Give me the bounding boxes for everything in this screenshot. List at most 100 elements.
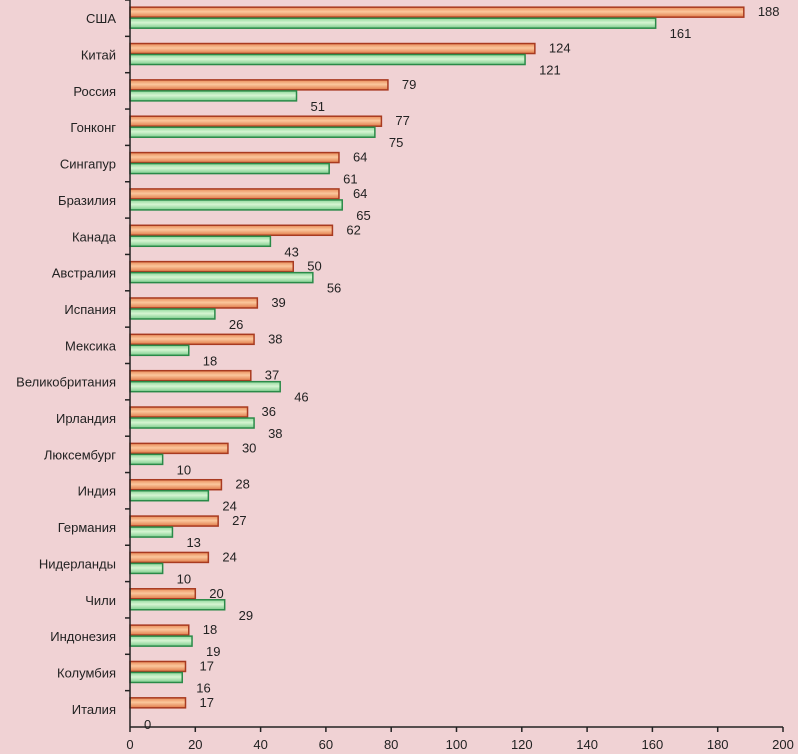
x-tick-label: 100 — [446, 737, 468, 752]
x-tick-label: 80 — [384, 737, 398, 752]
bar-series-orange — [129, 115, 383, 127]
category-label: Великобритания — [16, 375, 116, 390]
category-label: Австралия — [52, 266, 116, 281]
data-label: 188 — [758, 4, 780, 19]
data-label: 26 — [229, 317, 243, 332]
bar-series-green — [129, 526, 174, 538]
data-label: 79 — [402, 77, 416, 92]
data-label: 27 — [232, 513, 246, 528]
bar-series-green — [129, 271, 314, 284]
data-label: 10 — [177, 571, 191, 586]
data-label: 56 — [327, 281, 341, 296]
x-tick-label: 200 — [772, 737, 794, 752]
data-label: 46 — [294, 390, 308, 405]
category-label: Бразилия — [58, 193, 116, 208]
bar-series-orange — [129, 6, 745, 18]
data-label: 18 — [203, 622, 217, 637]
bar-series-orange — [129, 297, 259, 309]
category-label: Индия — [78, 484, 116, 499]
bar-series-green — [129, 126, 376, 138]
bar-series-green — [129, 162, 330, 175]
data-label: 61 — [343, 172, 357, 187]
bar-series-orange — [129, 79, 389, 91]
category-label: Люксембург — [44, 447, 116, 462]
data-label: 75 — [389, 135, 403, 150]
category-label: Чили — [85, 593, 116, 608]
category-label: Россия — [73, 84, 116, 99]
bar-series-orange — [129, 588, 197, 600]
data-label: 20 — [209, 586, 223, 601]
bar-series-green — [129, 635, 193, 647]
x-tick-label: 0 — [126, 737, 133, 752]
bar-series-green — [129, 671, 183, 684]
category-label: Италия — [72, 702, 116, 717]
category-label: Испания — [64, 302, 116, 317]
data-label: 62 — [346, 222, 360, 237]
data-label: 19 — [206, 644, 220, 659]
bar-series-green — [129, 308, 216, 320]
bar-series-orange — [129, 42, 536, 55]
category-label: Сингапур — [60, 157, 116, 172]
data-label: 161 — [670, 26, 692, 41]
bar-series-orange — [129, 224, 334, 237]
bar-series-orange — [129, 478, 223, 491]
bar-series-green — [129, 17, 657, 29]
category-label: Мексика — [65, 338, 117, 353]
x-tick-label: 180 — [707, 737, 729, 752]
bar-series-orange — [129, 697, 187, 709]
data-label: 65 — [356, 208, 370, 223]
data-label: 13 — [186, 535, 200, 550]
data-label: 37 — [265, 368, 279, 383]
x-tick-label: 160 — [642, 737, 664, 752]
bar-series-orange — [129, 624, 190, 636]
category-label: Гонконг — [70, 120, 116, 135]
data-label: 17 — [200, 695, 214, 710]
data-label: 24 — [222, 499, 236, 514]
data-label: 43 — [284, 244, 298, 259]
bar-series-green — [129, 599, 226, 611]
bar-series-orange — [129, 260, 294, 273]
bar-series-green — [129, 53, 526, 66]
bar-series-orange — [129, 188, 340, 200]
data-label: 39 — [271, 295, 285, 310]
category-label: Германия — [58, 520, 116, 535]
bar-series-green — [129, 380, 281, 393]
x-tick-label: 120 — [511, 737, 533, 752]
bar-series-green — [129, 489, 210, 502]
data-label: 38 — [268, 331, 282, 346]
bar-series-orange — [129, 151, 340, 164]
bar-series-orange — [129, 442, 229, 455]
bar-series-green — [129, 453, 164, 466]
bar-series-green — [129, 562, 164, 575]
bar-series-green — [129, 417, 255, 429]
data-label: 24 — [222, 549, 236, 564]
bar-series-green — [129, 344, 190, 357]
data-label: 124 — [549, 41, 571, 56]
data-label: 29 — [239, 608, 253, 623]
data-label: 0 — [144, 717, 151, 732]
bar-series-orange — [129, 369, 252, 382]
category-label: Колумбия — [57, 665, 116, 680]
data-label: 38 — [268, 426, 282, 441]
category-label: Канада — [72, 229, 117, 244]
data-label: 77 — [395, 113, 409, 128]
data-label: 28 — [235, 477, 249, 492]
data-label: 64 — [353, 186, 367, 201]
category-label: Индонезия — [50, 629, 116, 644]
x-tick-label: 140 — [576, 737, 598, 752]
bar-series-orange — [129, 660, 187, 673]
category-label: США — [86, 11, 116, 26]
category-label: Нидерланды — [39, 556, 116, 571]
data-label: 10 — [177, 462, 191, 477]
data-label: 121 — [539, 63, 561, 78]
data-label: 64 — [353, 150, 367, 165]
data-label: 17 — [200, 658, 214, 673]
data-label: 36 — [262, 404, 276, 419]
bar-series-green — [129, 90, 298, 102]
x-tick-label: 60 — [319, 737, 333, 752]
data-label: 18 — [203, 353, 217, 368]
data-label: 30 — [242, 440, 256, 455]
data-label: 16 — [196, 680, 210, 695]
bar-series-orange — [129, 406, 249, 418]
